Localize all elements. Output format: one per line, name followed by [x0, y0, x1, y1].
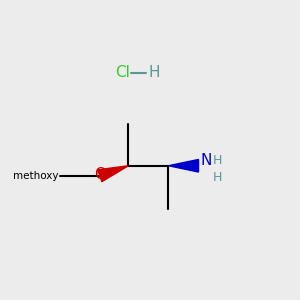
Text: N: N — [201, 153, 212, 168]
Text: O: O — [94, 167, 106, 182]
Polygon shape — [98, 166, 128, 182]
Text: H: H — [212, 154, 222, 167]
Polygon shape — [169, 159, 199, 172]
Text: H: H — [212, 171, 222, 184]
Text: methoxy: methoxy — [13, 171, 58, 181]
Text: Cl: Cl — [115, 65, 130, 80]
Text: H: H — [148, 65, 160, 80]
